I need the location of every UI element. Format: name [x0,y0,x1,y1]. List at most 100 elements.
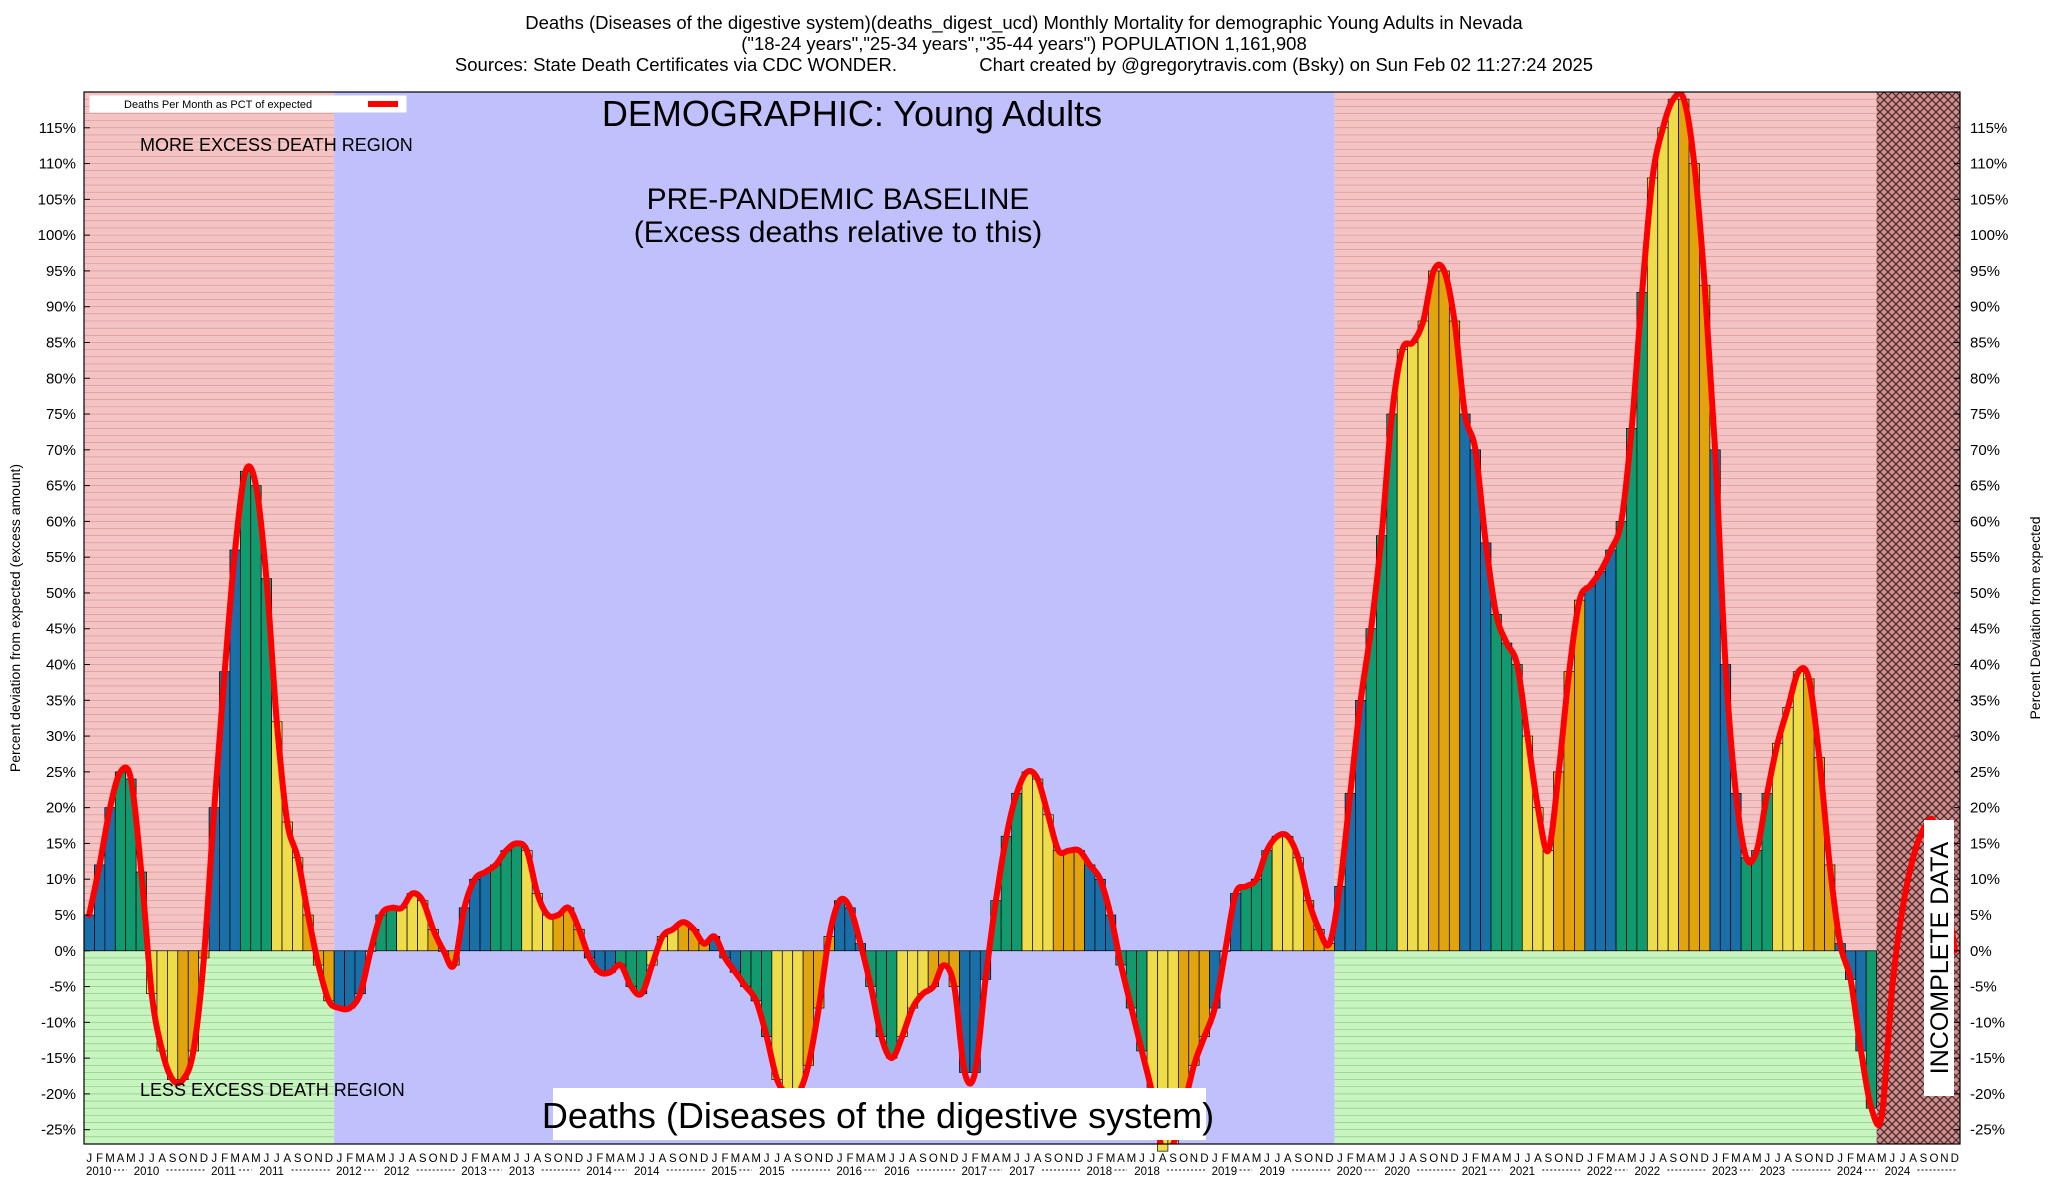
less-excess-region-right [1334,950,1877,1144]
month-tick-label: A [867,1153,875,1165]
month-tick-label: S [544,1153,552,1165]
month-tick-label: A [1034,1153,1042,1165]
bar [239,470,252,952]
y-tick-label-right: 20% [1970,800,2000,817]
bar [1407,342,1419,952]
month-tick-label: O [1554,1153,1563,1165]
bar [1282,835,1294,952]
month-tick-label: N [564,1153,572,1165]
month-tick-label: A [659,1153,667,1165]
month-tick-label: N [1815,1153,1823,1165]
bar [1073,850,1085,952]
chart-sources: Sources: State Death Certificates via CD… [454,54,1594,75]
month-tick-label: D [325,1153,333,1165]
month-tick-label: F [346,1153,353,1165]
y-tick-label-left: 90% [46,299,76,316]
month-tick-label: J [1650,1153,1656,1165]
y-tick-label-left: 105% [38,191,76,208]
month-tick-label: F [1097,1153,1104,1165]
more-region-label: MORE EXCESS DEATH REGION [140,135,413,155]
y-tick-label-right: -15% [1970,1050,2005,1067]
month-tick-label: S [1795,1153,1803,1165]
month-tick-label: A [534,1153,542,1165]
month-tick-label: A [158,1153,166,1165]
baseline-sublabel: (Excess deaths relative to this) [634,216,1043,249]
bar [781,950,794,1095]
month-tick-label: J [149,1153,155,1165]
bar [1240,886,1252,952]
month-tick-label: A [1909,1153,1917,1165]
month-tick-label: M [230,1153,240,1165]
month-tick-label: D [1951,1153,1959,1165]
year-start-label: 2010 [86,1166,112,1178]
month-tick-label: J [86,1153,92,1165]
month-tick-label: A [1159,1153,1167,1165]
month-tick-label: J [837,1153,843,1165]
month-tick-label: J [1389,1153,1395,1165]
month-tick-label: J [1900,1153,1906,1165]
y-tick-label-right: -5% [1970,979,1997,996]
y-tick-label-left: 80% [46,370,76,387]
bar [552,914,564,952]
bar [1417,320,1429,952]
y-tick-label-left: 5% [54,907,76,924]
month-tick-label: M [626,1153,636,1165]
year-label: 2011 [259,1166,284,1178]
month-tick-label: A [909,1153,917,1165]
month-tick-label: D [1700,1153,1708,1165]
month-tick-label: S [1920,1153,1928,1165]
month-tick-label: M [501,1153,511,1165]
y-tick-label-right: 40% [1970,657,2000,674]
y-tick-label-left: -5% [49,979,76,996]
bar [1386,413,1398,952]
month-tick-label: J [1212,1153,1218,1165]
month-tick-label: A [1868,1153,1876,1165]
bar [1490,614,1502,952]
month-tick-label: J [649,1153,655,1165]
y-tick-label-right: 55% [1970,549,2000,566]
bar [886,950,898,1059]
month-tick-label: M [1002,1153,1012,1165]
month-tick-label: F [1847,1153,1854,1165]
month-tick-label: F [221,1153,228,1165]
year-label: 2018 [1134,1166,1160,1178]
bar [479,871,491,952]
month-tick-label: F [1472,1153,1479,1165]
month-tick-label: O [929,1153,938,1165]
year-start-label: 2016 [836,1166,862,1178]
y-tick-label-left: 0% [54,943,76,960]
month-tick-label: N [314,1153,322,1165]
year-label: 2023 [1760,1166,1786,1178]
y-tick-label-left: 60% [46,513,76,530]
bar [1063,850,1075,952]
year-start-label: 2014 [586,1166,612,1178]
year-start-label: 2012 [336,1166,362,1178]
year-start-label: 2019 [1212,1166,1238,1178]
month-tick-label: O [1429,1153,1438,1165]
bar [542,914,554,952]
bar [1594,571,1606,952]
bar [1250,878,1263,952]
month-tick-label: O [429,1153,438,1165]
y-tick-label-left: 35% [46,692,76,709]
month-tick-label: O [679,1153,688,1165]
bar [1271,835,1283,952]
year-label: 2022 [1635,1166,1661,1178]
incomplete-label-box [1924,820,1954,1096]
month-tick-label: J [1024,1153,1030,1165]
month-tick-label: M [877,1153,887,1165]
bar [1636,292,1648,952]
month-tick-label: J [1837,1153,1843,1165]
bottom-title-box [553,1088,1206,1140]
month-tick-label: D [575,1153,583,1165]
month-tick-label: A [1117,1153,1125,1165]
month-tick-label: M [1752,1153,1762,1165]
month-tick-label: J [712,1153,718,1165]
y-tick-label-left: 70% [46,442,76,459]
month-tick-label: A [992,1153,1000,1165]
month-tick-label: N [1190,1153,1198,1165]
month-tick-label: M [1606,1153,1616,1165]
bar [1740,857,1752,952]
bar [250,485,262,952]
month-tick-label: J [764,1153,770,1165]
